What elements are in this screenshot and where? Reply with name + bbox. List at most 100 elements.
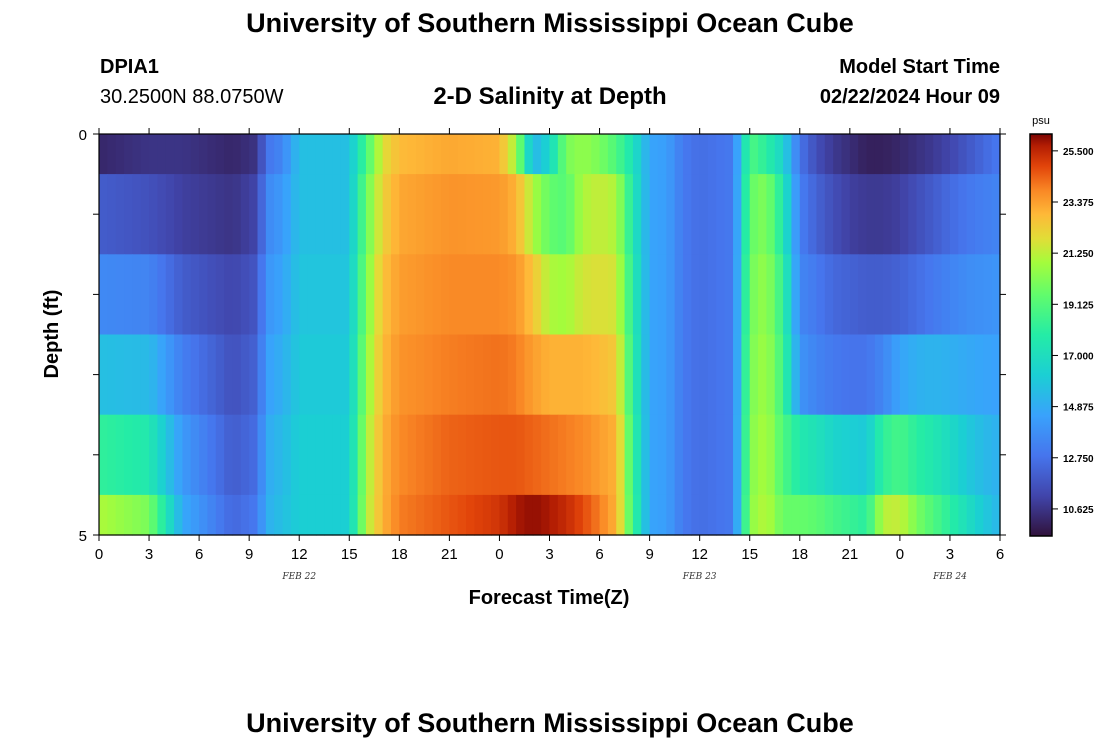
- heatmap-cell: [649, 254, 659, 336]
- heatmap-cell: [390, 334, 400, 416]
- heatmap-cell: [891, 174, 901, 255]
- heatmap-cell: [249, 494, 259, 536]
- heatmap-cell: [858, 134, 868, 175]
- heatmap-cell: [124, 494, 133, 536]
- heatmap-cell: [841, 494, 851, 536]
- heatmap-cell: [199, 254, 209, 336]
- heatmap-cell: [265, 334, 275, 416]
- heatmap-cell: [140, 414, 150, 496]
- heatmap-cell: [949, 254, 959, 336]
- heatmap-cell: [849, 334, 859, 416]
- heatmap-cell: [149, 174, 158, 255]
- heatmap-cell: [849, 134, 859, 175]
- heatmap-cell: [682, 174, 692, 255]
- heatmap-cell: [666, 334, 676, 416]
- heatmap-cell: [299, 174, 309, 255]
- heatmap-cell: [674, 174, 684, 255]
- heatmap-cell: [616, 134, 626, 175]
- heatmap-cell: [766, 174, 776, 255]
- heatmap-cell: [958, 254, 968, 336]
- heatmap-cell: [624, 254, 634, 336]
- heatmap-cell: [365, 254, 375, 336]
- heatmap-cell: [407, 334, 417, 416]
- x-tick-label: 6: [595, 546, 603, 563]
- heatmap-cell: [357, 254, 367, 336]
- heatmap-cell: [107, 174, 117, 255]
- heatmap-cell: [616, 414, 626, 496]
- heatmap-cell: [724, 134, 734, 175]
- heatmap-cell: [449, 414, 459, 496]
- heatmap-cell: [240, 254, 250, 336]
- heatmap-cell: [616, 174, 626, 255]
- heatmap-cell: [766, 334, 776, 416]
- date-labels: FEB 22 FEB 23 FEB 24: [281, 572, 967, 582]
- heatmap-cell: [908, 254, 918, 336]
- heatmap-cell: [833, 254, 843, 336]
- heatmap-cell: [190, 494, 200, 536]
- heatmap-cell: [541, 254, 551, 336]
- heatmap-cell: [399, 494, 409, 536]
- heatmap-cell: [983, 254, 993, 336]
- heatmap-cell: [441, 414, 450, 496]
- x-tick-label: 21: [841, 546, 858, 563]
- heatmap-cell: [149, 254, 158, 336]
- heatmap-cell: [324, 334, 334, 416]
- heatmap-cell: [124, 174, 133, 255]
- heatmap-cell: [741, 334, 751, 416]
- heatmap-cell: [824, 254, 834, 336]
- heatmap-cell: [924, 334, 934, 416]
- heatmap-cell: [207, 494, 217, 536]
- heatmap-cell: [357, 334, 367, 416]
- heatmap-cell: [357, 414, 367, 496]
- footer-title: University of Southern Mississippi Ocean…: [246, 708, 854, 738]
- heatmap-cell: [449, 334, 459, 416]
- heatmap-cell: [799, 334, 809, 416]
- heatmap-cell: [207, 134, 217, 175]
- heatmap-cell: [165, 414, 175, 496]
- heatmap-cell: [616, 254, 626, 336]
- heatmap-cell: [582, 494, 592, 536]
- heatmap-cell: [232, 494, 242, 536]
- heatmap-cell: [924, 134, 934, 175]
- heatmap-cell: [449, 174, 459, 255]
- heatmap-cell: [582, 254, 592, 336]
- heatmap-cell: [616, 334, 626, 416]
- heatmap-cell: [474, 494, 484, 536]
- heatmap-cell: [99, 174, 108, 255]
- heatmap-cell: [599, 134, 609, 175]
- heatmap-cell: [657, 134, 667, 175]
- heatmap-cell: [949, 334, 959, 416]
- heatmap-cell: [332, 334, 342, 416]
- heatmap-cell: [382, 494, 392, 536]
- heatmap-cell: [149, 494, 158, 536]
- heatmap-cell: [908, 494, 918, 536]
- heatmap-cell: [482, 494, 492, 536]
- heatmap-cell: [774, 414, 784, 496]
- heatmap-cell: [240, 494, 250, 536]
- heatmap-cell: [124, 414, 133, 496]
- colorbar: [1029, 133, 1053, 537]
- heatmap-cell: [124, 334, 133, 416]
- heatmap-cell: [507, 414, 517, 496]
- heatmap-cell: [516, 494, 526, 536]
- x-tick-label: 18: [791, 546, 808, 563]
- heatmap-cell: [299, 414, 309, 496]
- heatmap-cell: [224, 494, 234, 536]
- heatmap-cell: [791, 334, 801, 416]
- heatmap-cell: [841, 254, 851, 336]
- heatmap-cell: [582, 334, 592, 416]
- heatmap-cell: [165, 254, 175, 336]
- heatmap-cell: [699, 414, 709, 496]
- heatmap-cell: [382, 334, 392, 416]
- heatmap-cell: [824, 414, 834, 496]
- heatmap-cell: [899, 134, 909, 175]
- chart-subtitle: 2-D Salinity at Depth: [433, 83, 667, 110]
- heatmap-cell: [290, 334, 300, 416]
- heatmap-cell: [374, 134, 384, 175]
- heatmap-cell: [257, 334, 267, 416]
- heatmap-cell: [357, 134, 367, 175]
- heatmap-cell: [874, 414, 884, 496]
- x-tick-label: 12: [291, 546, 308, 563]
- heatmap-cell: [591, 334, 601, 416]
- heatmap-cell: [841, 414, 851, 496]
